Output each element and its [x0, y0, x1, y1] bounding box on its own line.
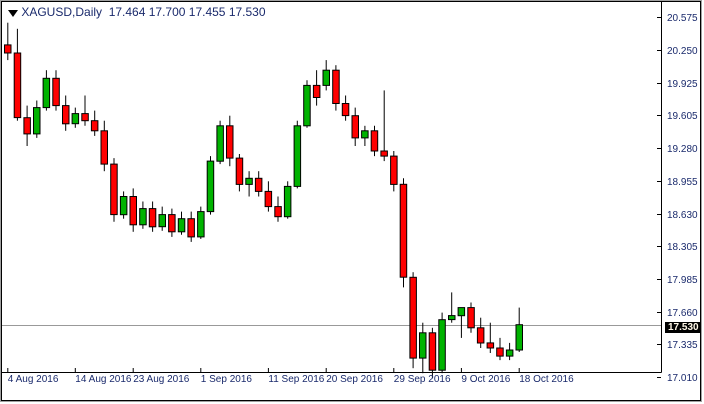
svg-text:4 Aug 2016: 4 Aug 2016	[8, 374, 59, 385]
svg-text:18.305: 18.305	[667, 242, 698, 253]
svg-text:23 Aug 2016: 23 Aug 2016	[133, 374, 190, 385]
svg-text:18.630: 18.630	[667, 210, 698, 221]
svg-text:20.575: 20.575	[667, 13, 698, 24]
svg-text:14 Aug 2016: 14 Aug 2016	[75, 374, 132, 385]
svg-text:17.660: 17.660	[667, 308, 698, 319]
svg-text:17.985: 17.985	[667, 275, 698, 286]
svg-text:18.955: 18.955	[667, 177, 698, 188]
svg-text:20.250: 20.250	[667, 46, 698, 57]
svg-text:9 Oct 2016: 9 Oct 2016	[461, 374, 510, 385]
svg-text:1 Sep 2016: 1 Sep 2016	[201, 374, 253, 385]
svg-text:11 Sep 2016: 11 Sep 2016	[268, 374, 324, 385]
svg-text:19.605: 19.605	[667, 111, 698, 122]
svg-text:19.280: 19.280	[667, 144, 698, 155]
svg-text:20 Sep 2016: 20 Sep 2016	[326, 374, 383, 385]
svg-text:19.925: 19.925	[667, 79, 698, 90]
svg-text:18 Oct 2016: 18 Oct 2016	[519, 374, 574, 385]
svg-text:17.010: 17.010	[667, 373, 698, 384]
svg-text:29 Sep 2016: 29 Sep 2016	[394, 374, 451, 385]
svg-text:17.335: 17.335	[667, 340, 698, 351]
